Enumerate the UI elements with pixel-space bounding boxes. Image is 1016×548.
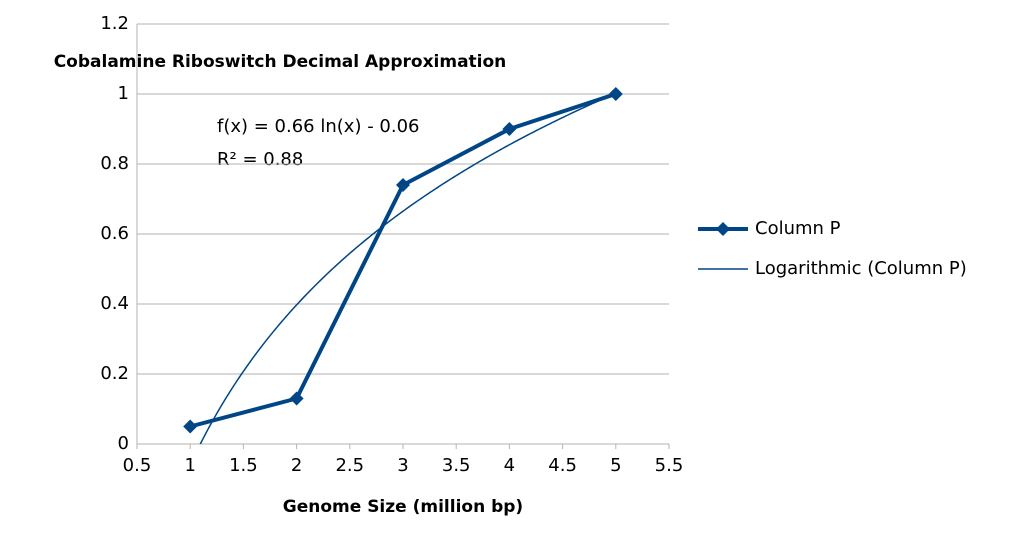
x-axis-title: Genome Size (million bp) [283,497,523,517]
y-tick-label: 0.4 [100,293,129,314]
x-tick-label: 3.5 [442,455,471,476]
x-tick-label: 2 [291,455,302,476]
legend-label: Column P [755,218,841,239]
y-tick-label: 0.8 [100,153,129,174]
marker [396,178,410,192]
y-axis-title: Cobalamine Riboswitch Decimal Approximat… [54,52,507,72]
legend-marker [716,222,730,236]
y-tick-label: 1 [118,83,129,104]
x-tick-label: 4 [504,455,515,476]
x-tick-label: 4.5 [548,455,577,476]
y-tick-label: 0.6 [100,223,129,244]
x-tick-label: 1 [184,455,195,476]
trend-r2: R² = 0.88 [217,149,303,170]
x-tick-label: 0.5 [123,455,152,476]
marker [289,391,304,406]
legend-label: Logarithmic (Column P) [755,258,967,279]
series-line [189,92,617,429]
x-tick-label: 5 [610,455,621,476]
marker [502,122,517,136]
trendline [199,92,617,444]
y-tick-label: 0.2 [100,363,129,384]
x-tick-label: 2.5 [335,455,364,476]
y-tick-label: 0 [118,433,129,454]
x-tick-label: 3 [397,455,408,476]
trend-equation: f(x) = 0.66 ln(x) - 0.06 [217,116,419,137]
x-tick-label: 5.5 [655,455,684,476]
marker [183,419,198,434]
y-tick-label: 1.2 [100,13,129,34]
x-tick-label: 1.5 [229,455,258,476]
marker [608,87,623,101]
